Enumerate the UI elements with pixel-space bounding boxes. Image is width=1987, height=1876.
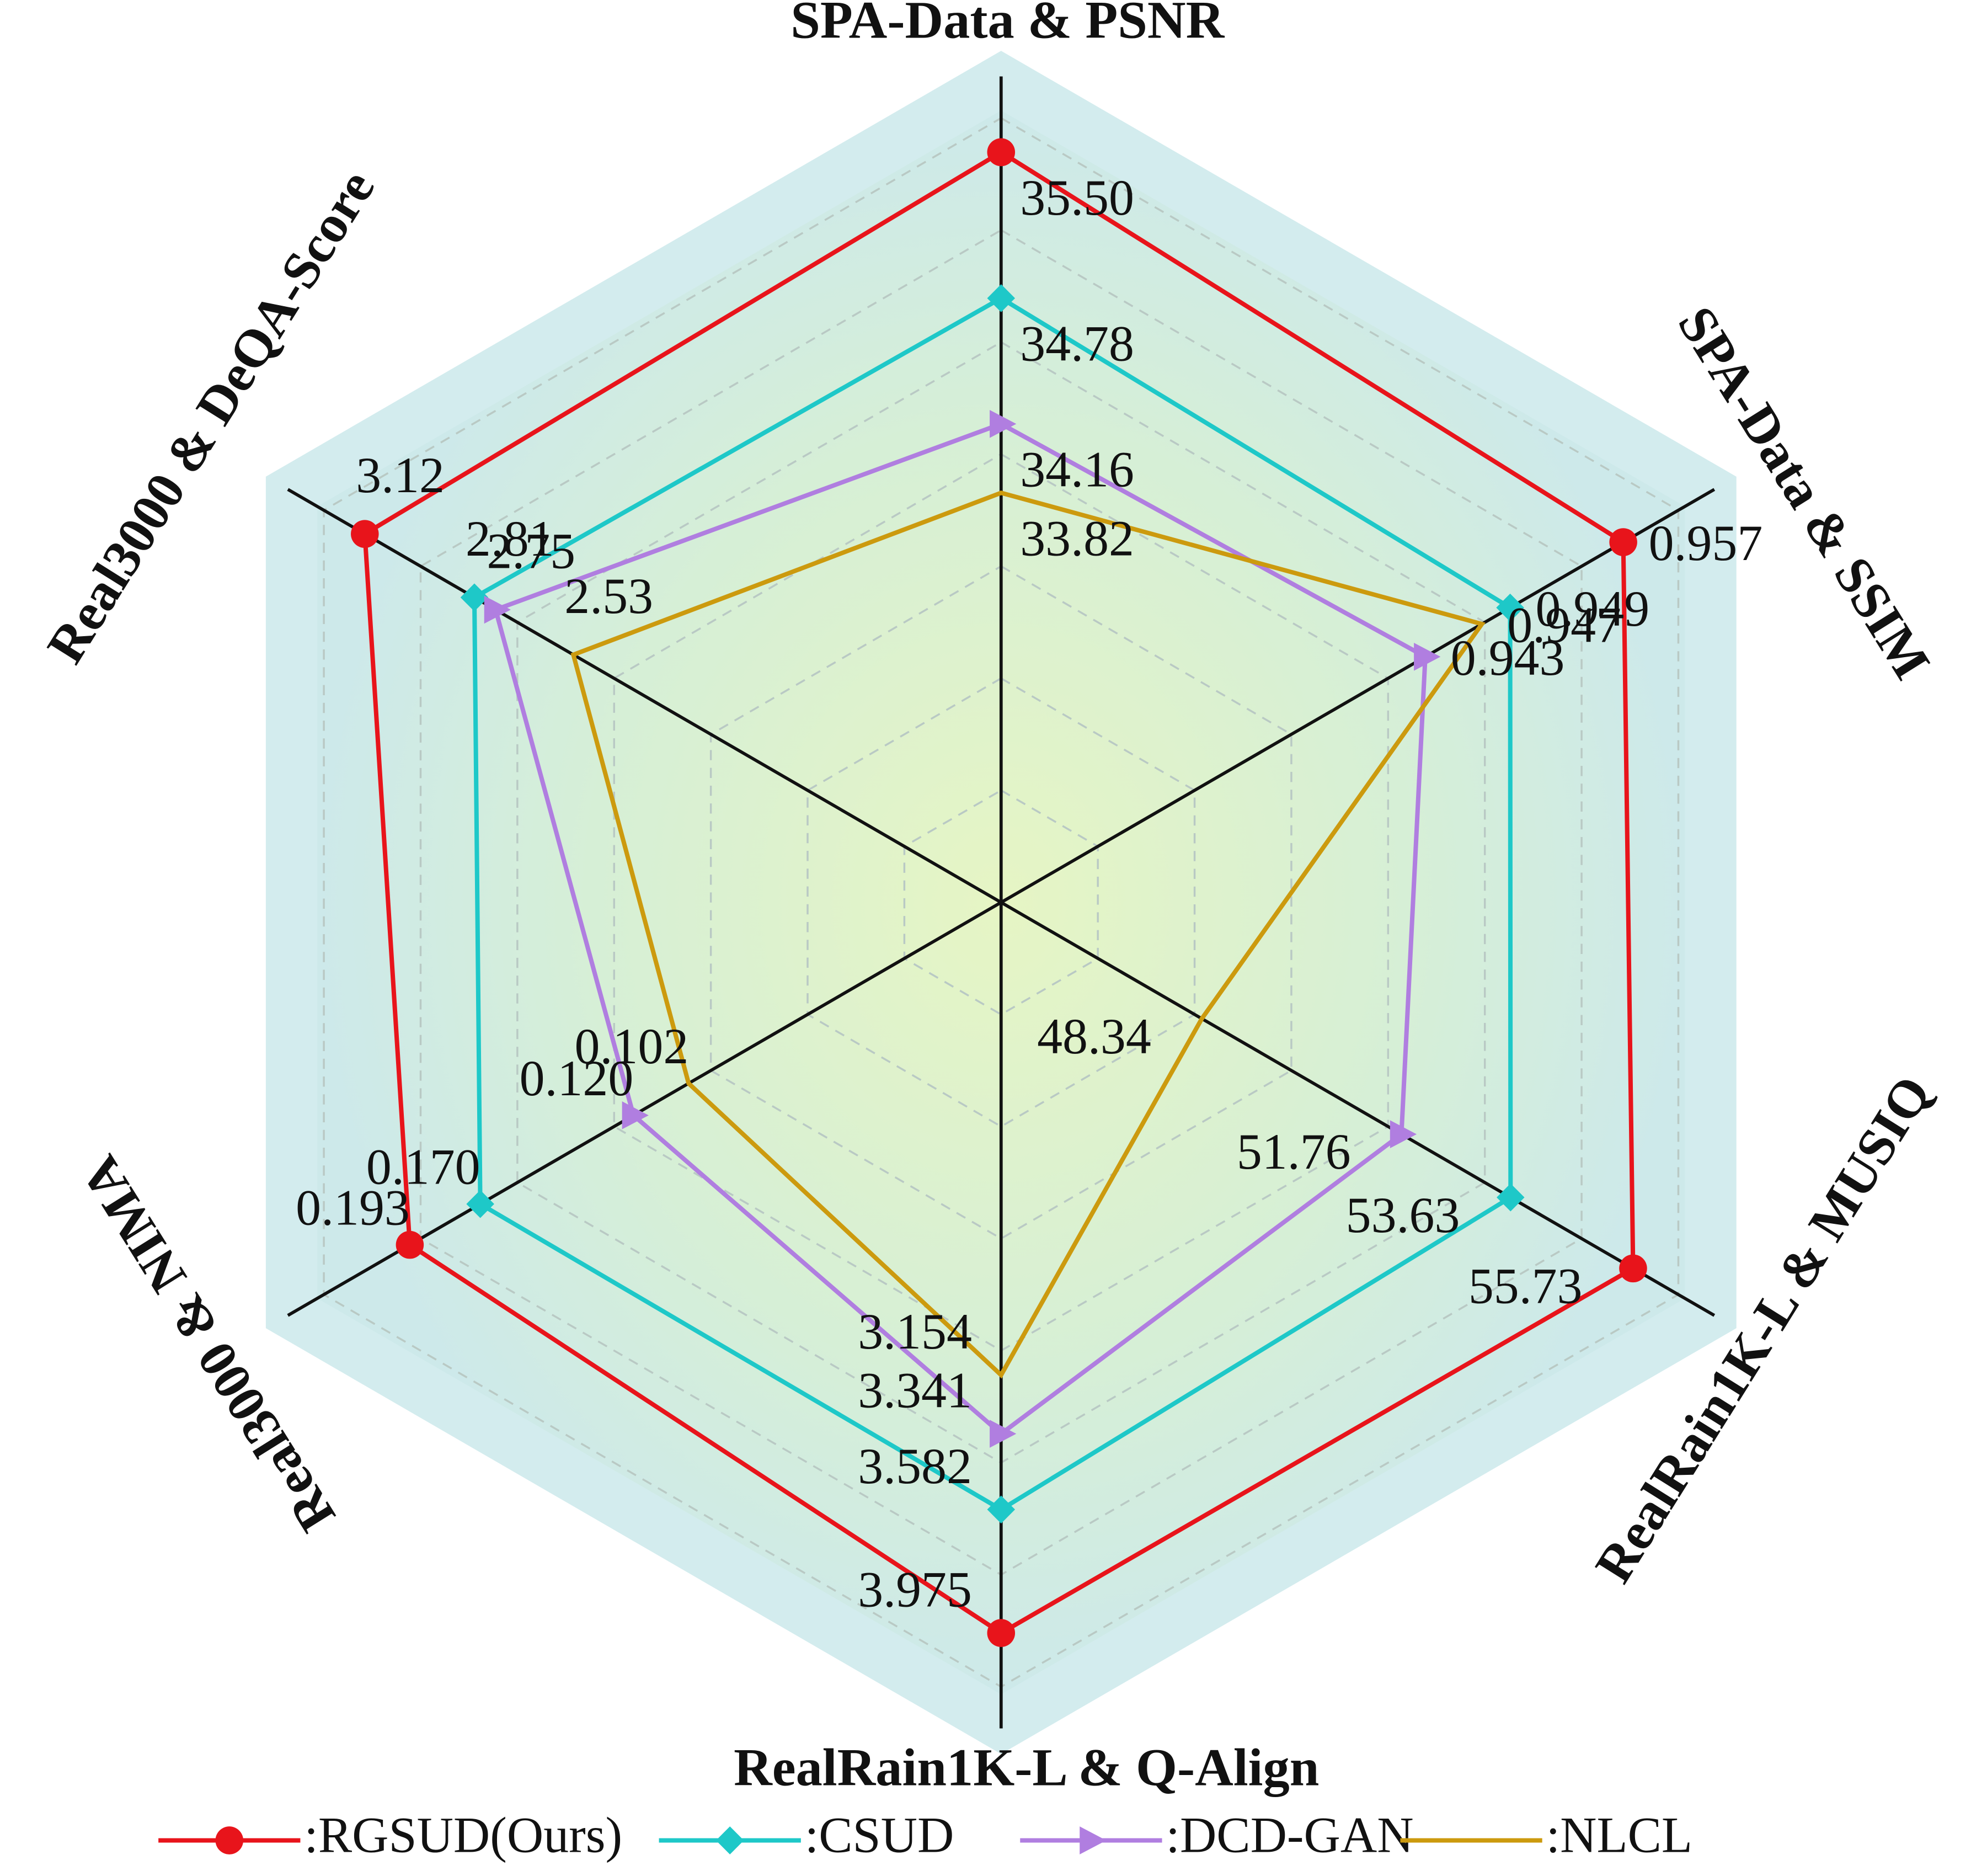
value-label: 0.949 bbox=[1536, 580, 1650, 637]
legend-marker bbox=[1080, 1826, 1107, 1854]
data-point bbox=[351, 520, 379, 548]
value-label: 0.120 bbox=[520, 1050, 634, 1106]
value-label: 0.943 bbox=[1451, 630, 1565, 686]
value-label: 2.75 bbox=[487, 523, 575, 579]
data-point bbox=[987, 284, 1016, 312]
value-label: 34.16 bbox=[1020, 441, 1134, 497]
data-point bbox=[990, 409, 1017, 438]
legend-label: :RGSUD(Ours) bbox=[304, 1807, 622, 1863]
value-label: 48.34 bbox=[1037, 1008, 1151, 1064]
legend-marker bbox=[215, 1826, 244, 1854]
data-point bbox=[484, 595, 511, 624]
data-point bbox=[1390, 1120, 1417, 1148]
value-label: 2.81 bbox=[466, 510, 554, 567]
data-point bbox=[1609, 528, 1637, 556]
axis-title: RealRain1K-L & Q-Align bbox=[734, 1738, 1319, 1797]
value-label: 3.154 bbox=[858, 1303, 972, 1360]
data-point bbox=[466, 1190, 494, 1218]
series-line bbox=[570, 490, 1486, 1379]
value-label: 51.76 bbox=[1237, 1123, 1351, 1180]
value-label: 3.582 bbox=[858, 1438, 972, 1494]
legend-label: :DCD-GAN bbox=[1166, 1807, 1413, 1863]
data-point bbox=[460, 583, 489, 612]
value-label: 33.82 bbox=[1020, 510, 1134, 566]
legend-marker bbox=[715, 1826, 744, 1854]
value-label: 0.947 bbox=[1507, 596, 1621, 653]
value-label: 3.975 bbox=[858, 1561, 972, 1618]
legend-label: :NLCL bbox=[1546, 1807, 1692, 1863]
value-label: 35.50 bbox=[1020, 169, 1134, 226]
value-label: 0.170 bbox=[366, 1139, 480, 1195]
value-label: 0.957 bbox=[1649, 515, 1763, 571]
value-label: 3.341 bbox=[858, 1362, 972, 1418]
legend-label: :CSUD bbox=[805, 1807, 954, 1863]
axis-line bbox=[287, 488, 1002, 904]
data-point bbox=[1414, 642, 1441, 671]
data-point bbox=[1497, 1183, 1525, 1212]
data-point bbox=[987, 138, 1016, 167]
axis-title: SPA-Data & PSNR bbox=[790, 0, 1225, 49]
axis-line bbox=[1000, 901, 1716, 1317]
value-label: 2.53 bbox=[564, 568, 653, 624]
data-point bbox=[1619, 1254, 1647, 1283]
axis-line bbox=[1000, 488, 1716, 904]
value-label: 53.63 bbox=[1346, 1187, 1460, 1243]
value-label: 55.73 bbox=[1468, 1257, 1583, 1314]
data-point bbox=[396, 1230, 424, 1259]
value-label: 0.102 bbox=[575, 1018, 689, 1074]
data-point bbox=[622, 1101, 649, 1129]
value-label: 3.12 bbox=[356, 447, 445, 503]
data-point bbox=[987, 1619, 1016, 1647]
value-label: 34.78 bbox=[1020, 316, 1134, 372]
data-point bbox=[987, 1495, 1016, 1524]
data-point bbox=[990, 1420, 1017, 1448]
value-label: 0.193 bbox=[296, 1179, 410, 1235]
